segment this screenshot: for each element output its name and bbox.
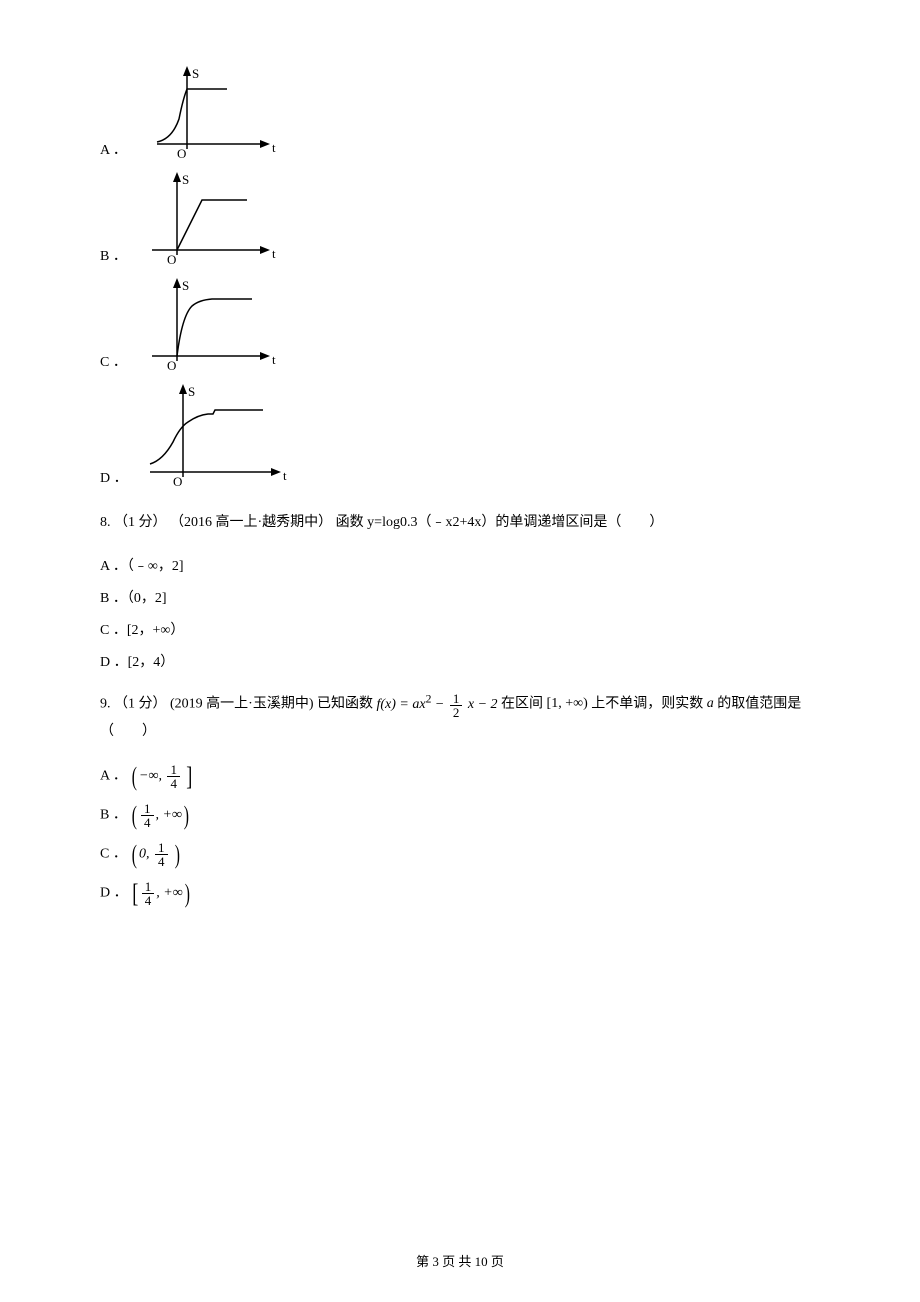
svg-text:t: t — [283, 468, 287, 483]
q9-b-label: B ． — [100, 808, 127, 823]
q9-b-formula: (14, +∞) — [130, 802, 190, 829]
q8-source: （2016 高一上·越秀期中） — [170, 515, 332, 530]
q9-source: (2019 高一上·玉溪期中) — [170, 696, 314, 711]
q9-var: a — [707, 695, 714, 710]
q8-stem: 8. （1 分） （2016 高一上·越秀期中） 函数 y=log0.3（﹣x2… — [100, 510, 850, 537]
q7-option-c[interactable]: C ． S t O — [100, 276, 850, 376]
q9-number: 9. — [100, 696, 111, 711]
q7-option-b[interactable]: B ． S t O — [100, 170, 850, 270]
graph-a: S t O — [137, 64, 287, 164]
q9-stem: 9. （1 分） (2019 高一上·玉溪期中) 已知函数 f(x) = ax2… — [100, 689, 850, 746]
q9-a-label: A ． — [100, 769, 127, 784]
q9-points: （1 分） — [114, 696, 167, 711]
q8-option-c[interactable]: C ．[2，+∞） — [100, 619, 850, 639]
graph-b: S t O — [137, 170, 287, 270]
option-label-b: B ． — [100, 245, 127, 265]
q9-a-formula: (−∞, 14 ] — [130, 763, 194, 790]
q7-option-a[interactable]: A ． S t O — [100, 64, 850, 164]
graph-d: S t O — [138, 382, 288, 492]
option-label-a: A ． — [100, 139, 127, 159]
svg-text:S: S — [188, 384, 195, 399]
q9-suffix1: 上不单调，则实数 — [591, 696, 703, 711]
svg-text:O: O — [167, 358, 176, 373]
q9-mid: 在区间 — [501, 696, 543, 711]
q9-interval: [1, +∞) — [547, 695, 588, 710]
q8-option-a[interactable]: A ．（﹣∞，2] — [100, 555, 850, 575]
svg-text:t: t — [272, 140, 276, 155]
q8-number: 8. — [100, 515, 111, 530]
q9-prefix: 已知函数 — [317, 696, 373, 711]
q9-option-d[interactable]: D ． [14, +∞) — [100, 880, 850, 907]
q7-option-d[interactable]: D ． S t O — [100, 382, 850, 492]
q8-points: （1 分） — [114, 515, 167, 530]
svg-text:t: t — [272, 352, 276, 367]
svg-text:t: t — [272, 246, 276, 261]
option-label-d: D ． — [100, 467, 128, 487]
q9-d-formula: [14, +∞) — [131, 880, 191, 907]
svg-text:O: O — [167, 252, 176, 267]
option-label-c: C ． — [100, 351, 127, 371]
graph-c: S t O — [137, 276, 287, 376]
q8-option-b[interactable]: B ．（0，2] — [100, 587, 850, 607]
svg-text:S: S — [192, 66, 199, 81]
page-footer: 第 3 页 共 10 页 — [0, 1251, 920, 1270]
q9-option-c[interactable]: C ． (0, 14 ) — [100, 841, 850, 868]
svg-text:S: S — [182, 172, 189, 187]
q8-stem-text: 函数 y=log0.3（﹣x2+4x）的单调递增区间是（ ） — [336, 515, 664, 530]
q9-formula: f(x) = ax2 − 12 x − 2 — [377, 697, 502, 712]
q8-option-d[interactable]: D ．[2，4） — [100, 651, 850, 671]
q9-c-label: C ． — [100, 847, 127, 862]
q9-d-label: D ． — [100, 886, 128, 901]
svg-text:O: O — [177, 146, 186, 161]
q9-c-formula: (0, 14 ) — [130, 841, 181, 868]
svg-text:S: S — [182, 278, 189, 293]
svg-text:O: O — [173, 474, 182, 489]
footer-text: 第 3 页 共 10 页 — [416, 1254, 504, 1269]
q9-option-a[interactable]: A ． (−∞, 14 ] — [100, 763, 850, 790]
q9-option-b[interactable]: B ． (14, +∞) — [100, 802, 850, 829]
